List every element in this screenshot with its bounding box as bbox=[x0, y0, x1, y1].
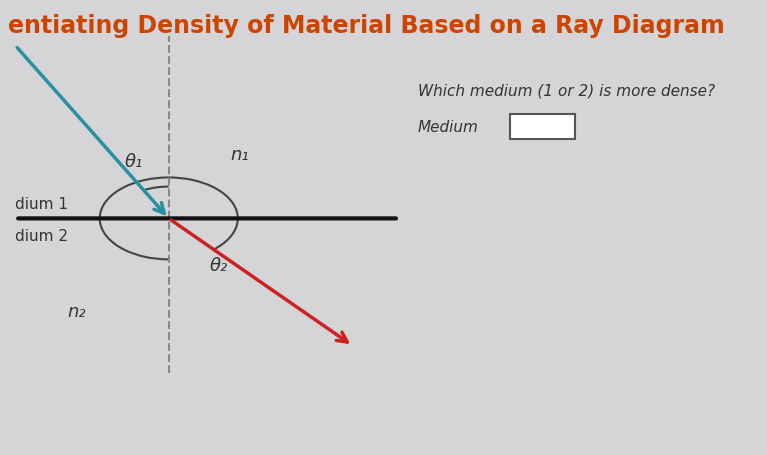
Text: θ₂: θ₂ bbox=[209, 257, 228, 275]
Bar bbox=[510, 114, 575, 139]
Text: n₁: n₁ bbox=[230, 146, 249, 164]
Text: Which medium (1 or 2) is more dense?: Which medium (1 or 2) is more dense? bbox=[418, 84, 715, 98]
Text: entiating Density of Material Based on a Ray Diagram: entiating Density of Material Based on a… bbox=[8, 14, 724, 38]
Text: Medium: Medium bbox=[418, 120, 479, 135]
Text: dium 2: dium 2 bbox=[15, 229, 68, 244]
Text: n₂: n₂ bbox=[67, 303, 86, 321]
Text: dium 1: dium 1 bbox=[15, 197, 68, 212]
Text: θ₁: θ₁ bbox=[125, 152, 143, 171]
